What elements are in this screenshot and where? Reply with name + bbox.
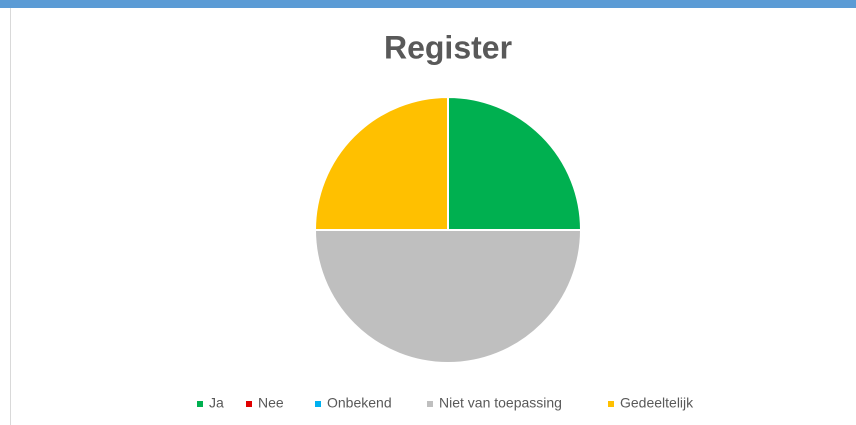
legend-label: Gedeeltelijk — [620, 395, 694, 411]
legend-label: Ja — [209, 395, 224, 411]
pie-slice — [447, 95, 583, 231]
legend-swatch — [608, 401, 614, 407]
legend-label: Nee — [258, 395, 284, 411]
legend-swatch — [197, 401, 203, 407]
legend-label: Onbekend — [327, 395, 392, 411]
pie-slice — [313, 95, 449, 231]
legend-swatch — [315, 401, 321, 407]
legend-swatch — [246, 401, 252, 407]
legend-label: Niet van toepassing — [439, 395, 562, 411]
top-bar — [0, 0, 856, 8]
chart-title: Register — [384, 29, 512, 65]
pie-slice — [313, 229, 583, 364]
legend-swatch — [427, 401, 433, 407]
